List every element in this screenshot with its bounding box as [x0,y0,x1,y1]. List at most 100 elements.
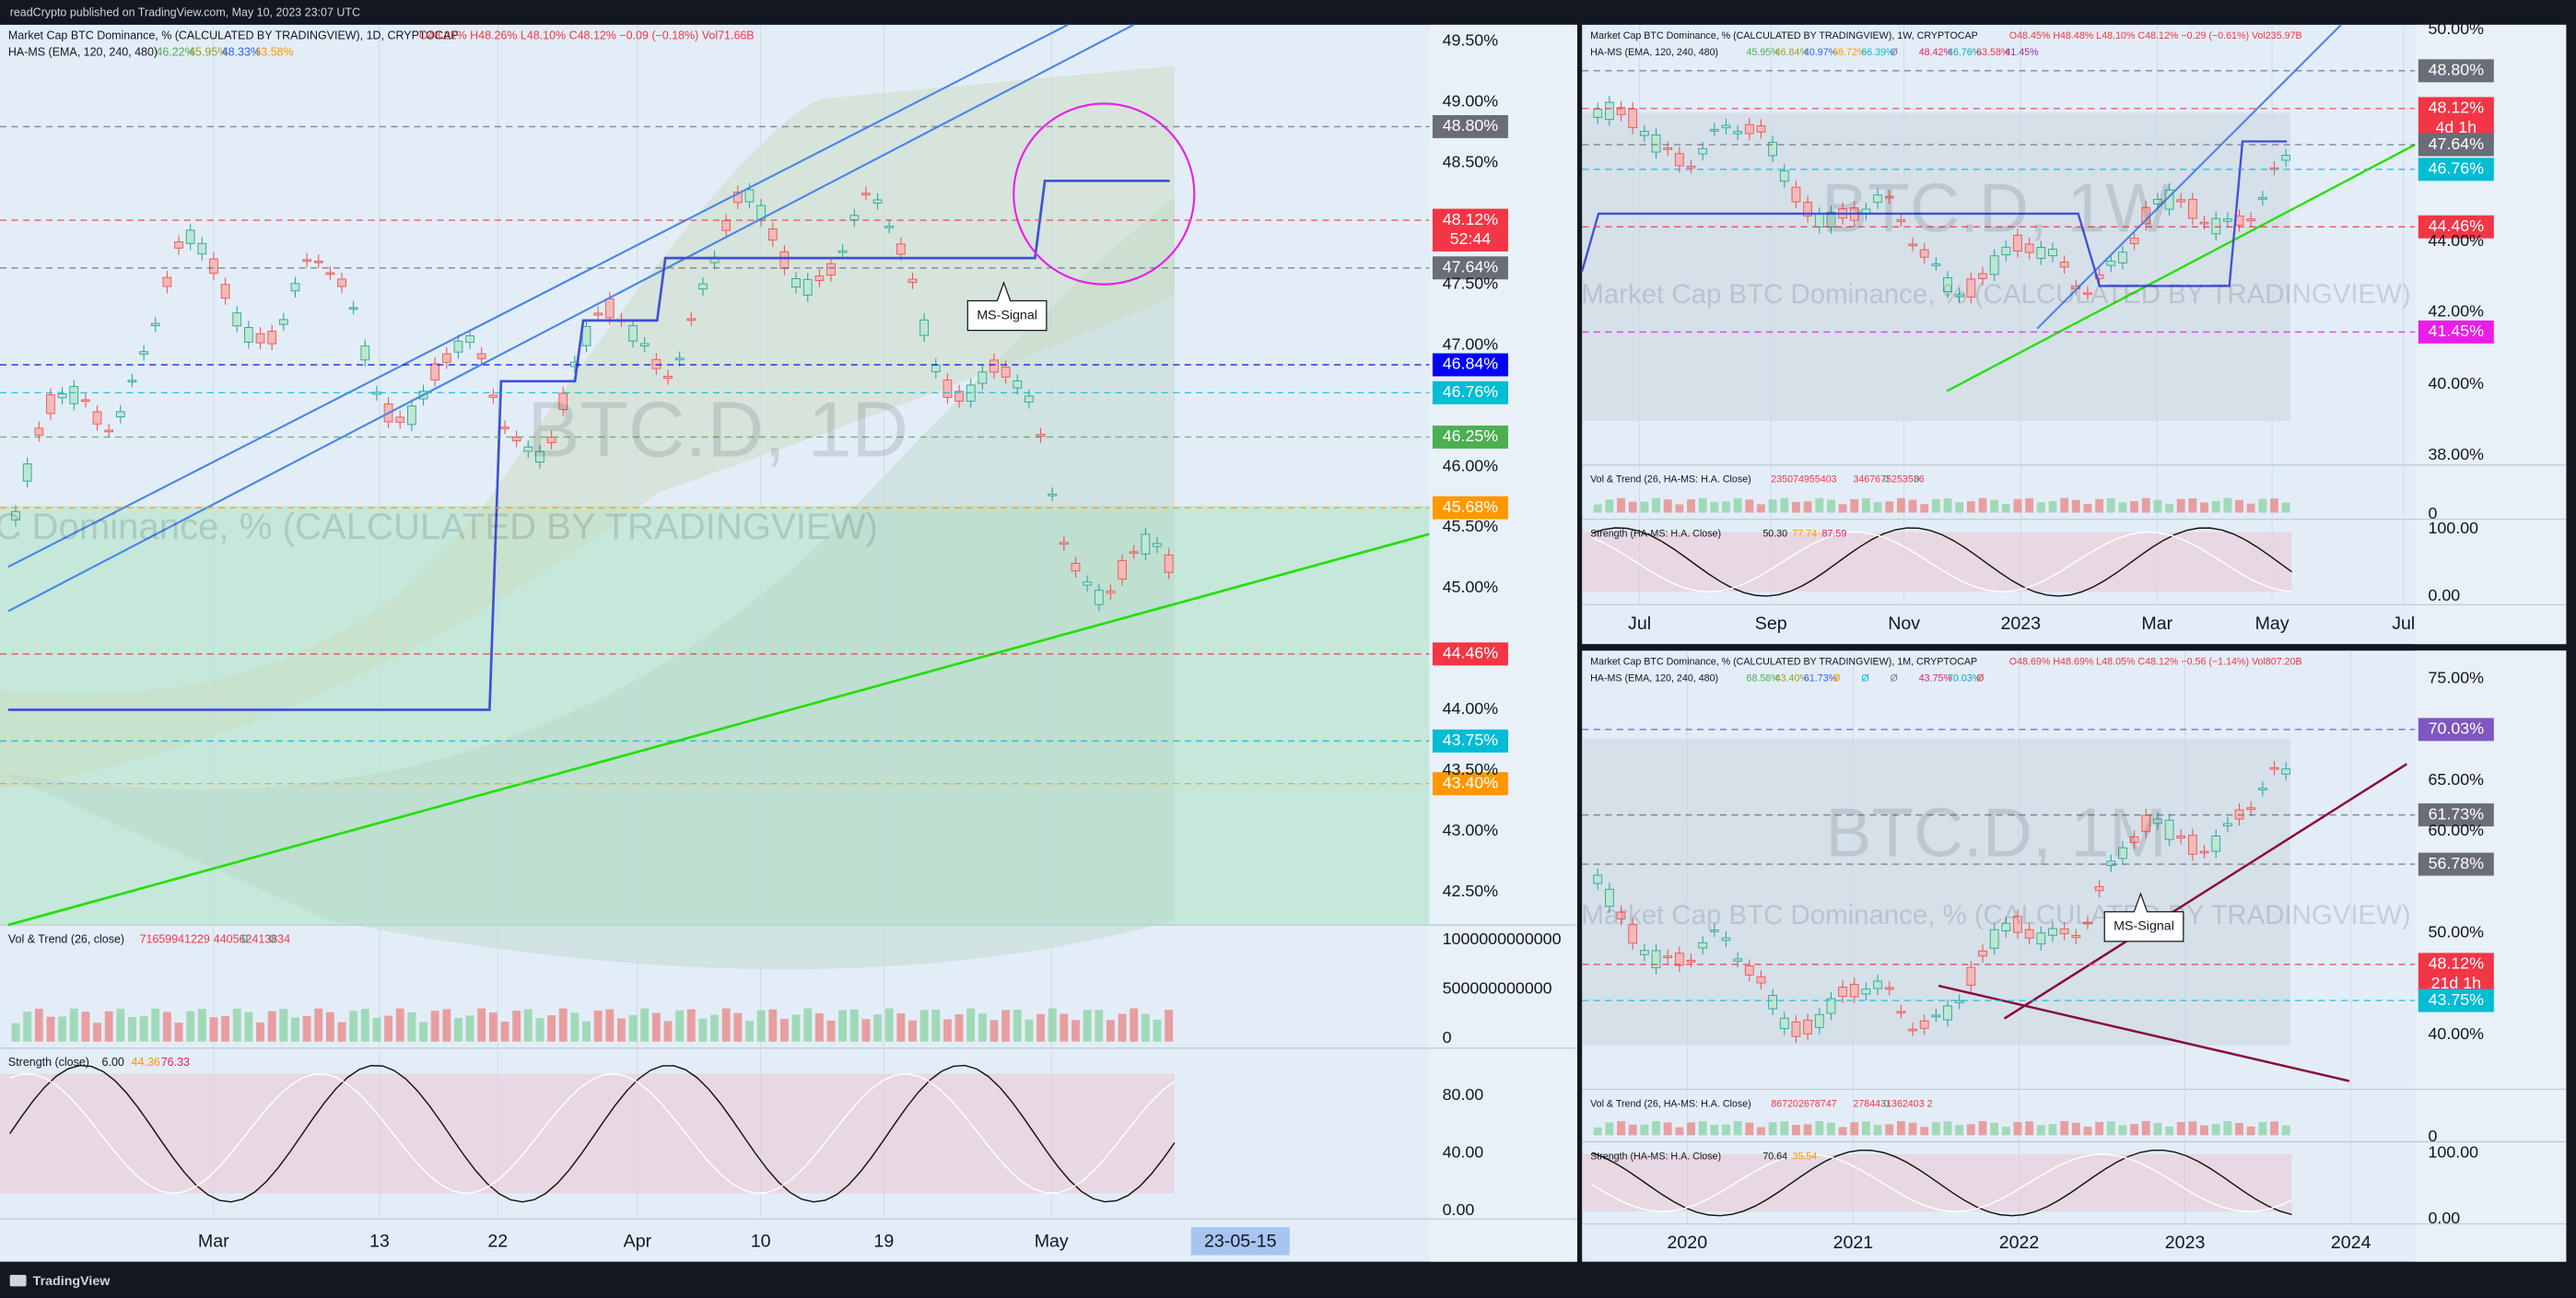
volume-bar [2001,1127,2010,1136]
volume-axis-label: 500000000000 [1443,978,1552,997]
volume-bar [2235,1123,2243,1136]
price-tag [2418,133,2494,157]
volume-bar [1036,1013,1045,1042]
price-axis-label: 44.00% [1443,699,1499,718]
chart-panel: 48.80% 48.12%52:44 47.64% 46.84% 46.76% 46.25… [0,23,1577,1262]
volume-bar [1815,497,1824,513]
volume-bar [1873,1125,1882,1136]
indicator-value: 43.75% [1919,672,1953,684]
candle-body [1106,591,1116,594]
candle-body [2048,928,2057,936]
watermark-symbol: BTC.D, 1D [527,386,908,474]
strength-axis-label: 80.00 [1443,1085,1484,1104]
price-axis-label: 40.00% [2429,1024,2485,1043]
volume-value: 71659941229 [140,932,210,945]
candle-body [896,243,906,255]
candle-body [406,405,416,426]
indicator-value: Ø [1891,672,1898,684]
candle-body [244,327,253,343]
candle-body [34,427,44,436]
indicator-value: 43.40% [1775,672,1809,684]
candle-body [127,380,137,383]
candle-body [732,192,743,204]
volume-bar [954,1013,964,1042]
candle-body [1803,1019,1812,1035]
price-axis-label: 42.00% [2429,302,2485,321]
volume-bar [1605,1122,1614,1136]
volume-bar [1861,497,1870,513]
strength-value: 70.64 [1762,1151,1787,1162]
volume-bar [803,1008,813,1042]
volume-bar [1920,1127,1929,1136]
strength-value: 76.33 [161,1056,190,1069]
volume-bar [325,1012,334,1042]
candle-body [779,251,790,269]
candle-body [1118,560,1127,580]
volume-bar [139,1016,148,1042]
price-tag [2418,718,2494,742]
candle-body [1768,995,1777,1010]
cloud [0,65,1175,789]
price-axis-label: 44.00% [2429,231,2485,250]
candle-body [837,250,848,253]
volume-bar [1966,501,1975,513]
candle-body [861,193,871,196]
candle-body [2094,274,2104,279]
time-axis-label: 2023 [2165,1233,2206,1253]
price-tag [1432,256,1508,280]
candle-body [989,359,999,373]
indicator-value: Ø [1832,672,1840,684]
time-axis-label: 19 [873,1231,894,1251]
volume-bar [2270,1121,2278,1136]
candle-body [395,416,405,423]
strength-axis-label: 0.00 [2429,1209,2461,1227]
cloud [0,197,1175,970]
indicator-value: 40.97% [1804,47,1838,58]
volume-bar [2188,498,2197,513]
volume-bar [1593,504,1602,513]
volume-bar [442,1009,451,1042]
candle-body [1164,555,1174,573]
trend-line [1938,984,2350,1082]
indicator-value: 41.45% [2005,47,2039,58]
price-axis-label: 43.50% [1443,760,1499,778]
volume-bar [1141,1013,1150,1042]
candle-body [1873,980,1882,989]
time-axis-label: Apr [624,1231,652,1251]
candle-body [1943,1005,1952,1021]
volume-bar [1757,1127,1765,1136]
candle-body [1129,551,1139,555]
price-tag-label: 46.76% [1443,382,1499,401]
candle-body [884,225,895,228]
volume-bar [1722,1124,1730,1136]
strength-title: Strength (HA-MS: H.A. Close) [1590,1151,1721,1162]
candle-body [791,278,801,288]
candle-body [69,386,79,404]
volume-bar [698,1018,708,1042]
candle-body [1931,263,1941,266]
candle-body [441,353,451,363]
candle-body [92,411,102,425]
volume-bar [582,1021,591,1042]
strength-line [1591,527,2292,597]
strength-value: 50.30 [1762,529,1787,540]
candle-body [1025,395,1034,403]
price-tag [2418,988,2494,1012]
candle-body [325,272,335,275]
ms-line [1581,140,2288,287]
volume-bar [861,1019,871,1042]
strength-value: 35.54 [1792,1151,1817,1162]
candle-body [546,437,556,444]
price-tag [2418,852,2494,876]
volume-bar [1792,501,1800,513]
legend-title: Market Cap BTC Dominance, % (CALCULATED … [8,29,459,42]
candle-body [1698,941,1708,949]
publisher: readCrypto published on TradingView.com,… [10,6,360,19]
volume-bar [1640,1124,1649,1136]
annotation: MS-Signal [977,308,1037,322]
candle-body [2153,818,2162,824]
volume-bar [1955,502,1964,513]
volume-bar [2281,1125,2290,1136]
candle-body [1803,202,1812,216]
candle-body [1884,987,1894,990]
